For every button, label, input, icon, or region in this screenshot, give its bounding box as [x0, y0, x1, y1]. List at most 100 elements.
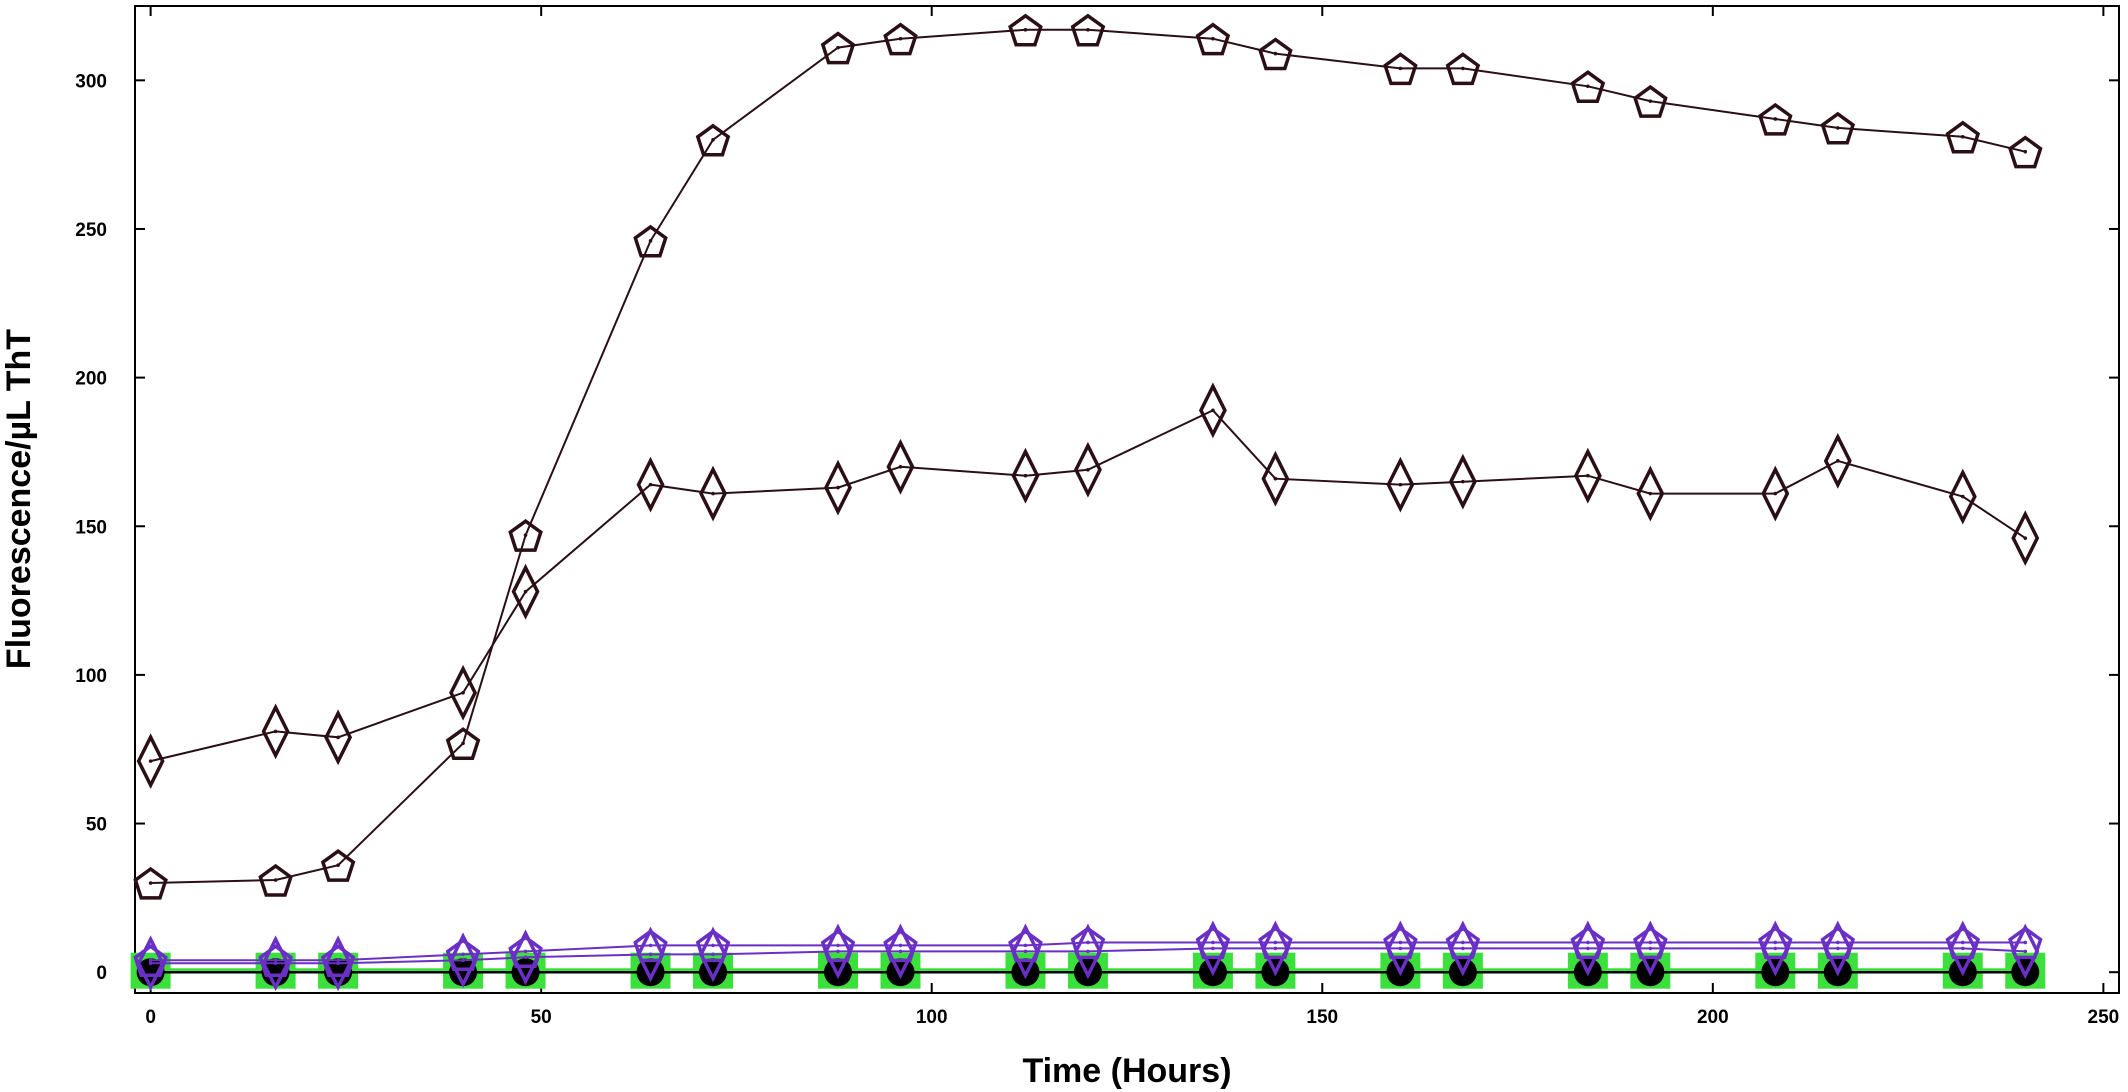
data-point-center — [1773, 940, 1778, 945]
y-axis-title: Fluorescence/µL ThT — [0, 329, 38, 669]
data-point-center — [1398, 940, 1403, 945]
data-point — [695, 123, 731, 157]
data-point-center — [1023, 27, 1028, 32]
data-point-center — [1086, 949, 1090, 954]
data-point-center — [523, 533, 528, 537]
data-point-center — [1773, 117, 1778, 121]
data-point — [1573, 447, 1602, 504]
data-point-center — [898, 464, 903, 469]
data-point — [886, 438, 915, 495]
data-point — [324, 958, 353, 987]
data-point — [2008, 926, 2043, 960]
series-layer — [130, 13, 2046, 992]
data-point-center — [273, 958, 278, 963]
data-point — [449, 664, 478, 721]
data-point — [258, 944, 293, 977]
y-tick-label: 50 — [86, 815, 107, 836]
x-tick-label: 50 — [531, 1007, 552, 1028]
data-point — [320, 944, 356, 977]
data-point — [699, 465, 727, 522]
data-point — [511, 563, 540, 620]
data-point-center — [1586, 473, 1590, 478]
data-point — [1570, 70, 1606, 103]
data-point-center — [1836, 126, 1840, 130]
data-point — [1636, 920, 1665, 977]
data-point — [449, 958, 478, 987]
data-point — [1258, 926, 1293, 960]
data-point-center — [1273, 946, 1278, 951]
data-point-center — [148, 961, 153, 966]
axis-ticks: 0 50 100 150 200 250 0 50 100 150 200 250 300 — [75, 6, 2119, 1028]
y-tick-label: 0 — [96, 963, 107, 984]
x-axis-title: Time (Hours) — [1022, 1052, 1231, 1090]
data-point — [508, 935, 543, 969]
data-point — [1633, 84, 1668, 118]
data-point-center — [711, 137, 715, 142]
data-point-center — [1023, 949, 1028, 954]
y-tick-label: 300 — [75, 71, 107, 92]
data-point-center — [273, 878, 278, 882]
data-point — [695, 929, 731, 963]
data-point-center — [1398, 482, 1403, 487]
data-point-center — [1211, 36, 1215, 41]
y-tick-label: 200 — [75, 369, 107, 390]
data-point-center — [711, 952, 715, 957]
data-point — [2008, 135, 2043, 169]
data-point-center — [148, 759, 153, 763]
data-point — [1761, 465, 1790, 522]
data-point-center — [836, 943, 840, 948]
data-point-center — [1773, 946, 1778, 951]
series-line — [150, 28, 2026, 884]
data-point-center — [461, 690, 465, 695]
data-point-center — [1461, 940, 1465, 945]
data-point-center — [523, 589, 528, 594]
data-point-center — [2023, 949, 2028, 954]
data-point — [633, 224, 668, 258]
data-point — [1573, 920, 1602, 977]
data-point — [1011, 447, 1040, 504]
series-1 — [136, 382, 2040, 790]
data-point-center — [648, 952, 653, 957]
data-point-center — [711, 943, 715, 948]
data-point-center — [1461, 66, 1465, 71]
data-point — [261, 958, 290, 987]
data-point-center — [1211, 408, 1215, 413]
data-point — [1008, 929, 1043, 963]
data-point-center — [461, 952, 465, 957]
x-tick-label: 200 — [1697, 1007, 1729, 1028]
data-point — [1261, 920, 1290, 977]
data-point — [824, 923, 852, 980]
data-point — [1820, 926, 1856, 960]
data-point-center — [1273, 940, 1278, 945]
data-point — [824, 459, 852, 516]
y-tick-label: 250 — [75, 220, 107, 241]
data-point-center — [1960, 135, 1965, 139]
data-point-center — [461, 958, 465, 963]
data-point-center — [1960, 946, 1965, 951]
data-point — [883, 22, 918, 56]
data-point — [1383, 926, 1418, 960]
data-point — [261, 935, 290, 992]
plot-frame — [134, 5, 2120, 994]
data-point — [1070, 926, 1106, 960]
data-point — [820, 929, 856, 963]
data-point — [1195, 22, 1231, 56]
data-point-center — [836, 949, 840, 954]
data-point-center — [648, 239, 653, 243]
data-point — [445, 727, 481, 760]
data-point — [1633, 926, 1668, 960]
data-point-center — [1086, 27, 1090, 32]
data-point-center — [336, 863, 340, 867]
data-point — [511, 929, 540, 986]
data-point — [320, 849, 356, 882]
data-point-center — [836, 45, 840, 50]
data-point — [1070, 13, 1106, 47]
data-point — [1198, 920, 1227, 977]
data-point-center — [1398, 66, 1403, 71]
data-point-center — [1586, 940, 1590, 945]
series-0 — [133, 13, 2043, 900]
data-point-center — [898, 36, 903, 41]
data-point — [136, 935, 165, 992]
data-point — [1198, 382, 1227, 439]
